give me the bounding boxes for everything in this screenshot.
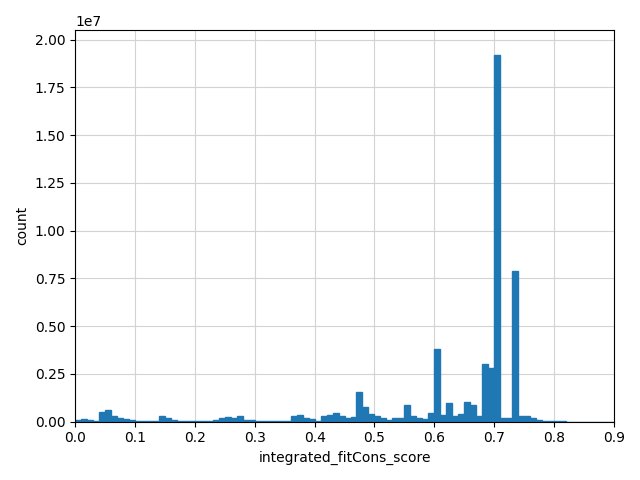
Bar bbox=[237, 417, 243, 421]
X-axis label: integrated_fitCons_score: integrated_fitCons_score bbox=[259, 451, 431, 465]
Bar bbox=[219, 418, 225, 421]
Bar bbox=[452, 416, 458, 421]
Bar bbox=[99, 412, 105, 421]
Bar bbox=[410, 416, 417, 421]
Bar bbox=[464, 402, 470, 421]
Bar bbox=[81, 419, 87, 421]
Bar bbox=[225, 417, 231, 421]
Bar bbox=[308, 419, 315, 421]
Bar bbox=[392, 418, 399, 421]
Bar bbox=[117, 418, 123, 421]
Bar bbox=[399, 418, 404, 421]
Bar bbox=[380, 418, 387, 421]
Bar bbox=[87, 420, 93, 421]
Bar bbox=[387, 420, 392, 421]
Bar bbox=[243, 420, 249, 421]
Bar bbox=[476, 416, 483, 421]
Bar bbox=[446, 404, 452, 421]
Bar bbox=[417, 418, 422, 421]
Bar bbox=[212, 420, 219, 421]
Bar bbox=[483, 364, 488, 421]
Bar bbox=[177, 420, 183, 421]
Bar bbox=[129, 420, 135, 421]
Bar bbox=[231, 418, 237, 421]
Bar bbox=[518, 416, 524, 421]
Bar bbox=[351, 417, 356, 421]
Bar bbox=[165, 418, 171, 421]
Bar bbox=[488, 368, 494, 421]
Bar bbox=[303, 418, 308, 421]
Bar bbox=[105, 410, 111, 421]
Bar bbox=[506, 418, 512, 421]
Bar bbox=[123, 420, 129, 421]
Bar bbox=[339, 416, 344, 421]
Bar bbox=[362, 407, 369, 421]
Bar bbox=[374, 416, 380, 421]
Bar bbox=[159, 416, 165, 421]
Bar bbox=[458, 414, 464, 421]
Bar bbox=[404, 405, 410, 421]
Bar bbox=[435, 349, 440, 421]
Bar bbox=[428, 413, 435, 421]
Bar bbox=[296, 415, 303, 421]
Bar bbox=[536, 420, 542, 421]
Bar bbox=[470, 405, 476, 421]
Bar bbox=[111, 416, 117, 421]
Bar bbox=[512, 271, 518, 421]
Bar bbox=[530, 418, 536, 421]
Bar bbox=[171, 420, 177, 421]
Y-axis label: count: count bbox=[15, 206, 29, 245]
Bar bbox=[321, 416, 326, 421]
Bar bbox=[249, 420, 255, 421]
Bar bbox=[344, 418, 351, 421]
Bar bbox=[291, 416, 296, 421]
Bar bbox=[333, 413, 339, 421]
Bar bbox=[440, 415, 446, 421]
Bar bbox=[326, 415, 333, 421]
Bar bbox=[75, 420, 81, 421]
Bar bbox=[500, 418, 506, 421]
Bar bbox=[524, 416, 530, 421]
Bar bbox=[255, 420, 260, 421]
Bar bbox=[494, 55, 500, 421]
Bar bbox=[356, 392, 362, 421]
Bar bbox=[422, 419, 428, 421]
Bar bbox=[369, 414, 374, 421]
